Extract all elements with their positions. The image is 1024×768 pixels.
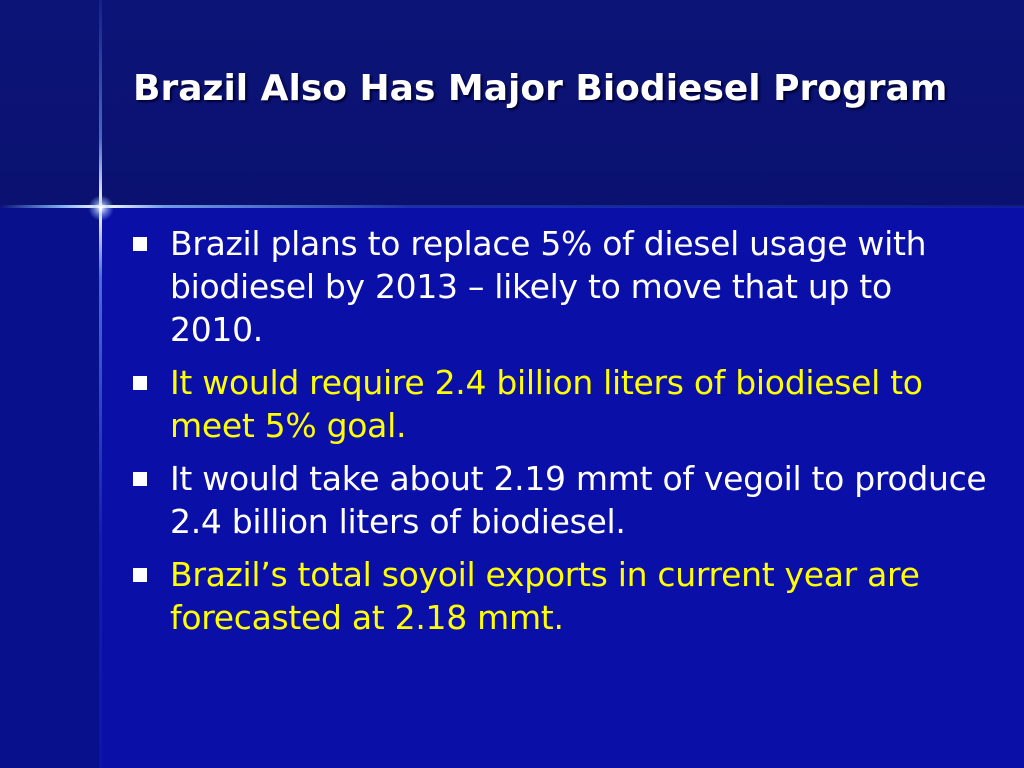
vertical-divider-line bbox=[99, 0, 102, 768]
title-band bbox=[0, 0, 1024, 207]
square-bullet-icon bbox=[133, 472, 147, 486]
bullet-list: Brazil plans to replace 5% of diesel usa… bbox=[133, 222, 993, 649]
square-bullet-icon bbox=[133, 237, 147, 251]
square-bullet-icon bbox=[133, 568, 147, 582]
bullet-text: It would require 2.4 billion liters of b… bbox=[170, 363, 923, 445]
slide-title: Brazil Also Has Major Biodiesel Program bbox=[133, 68, 948, 109]
content-area bbox=[100, 207, 1024, 768]
bullet-item: It would take about 2.19 mmt of vegoil t… bbox=[133, 457, 993, 543]
bullet-text: It would take about 2.19 mmt of vegoil t… bbox=[170, 459, 987, 541]
bullet-item: Brazil plans to replace 5% of diesel usa… bbox=[133, 222, 993, 351]
bullet-text: Brazil’s total soyoil exports in current… bbox=[170, 555, 920, 637]
horizontal-divider-line bbox=[0, 205, 1024, 208]
bullet-text: Brazil plans to replace 5% of diesel usa… bbox=[170, 224, 927, 349]
square-bullet-icon bbox=[133, 376, 147, 390]
bullet-item: Brazil’s total soyoil exports in current… bbox=[133, 553, 993, 639]
sparkle-icon bbox=[88, 195, 114, 221]
bullet-item: It would require 2.4 billion liters of b… bbox=[133, 361, 993, 447]
left-band bbox=[0, 207, 100, 768]
